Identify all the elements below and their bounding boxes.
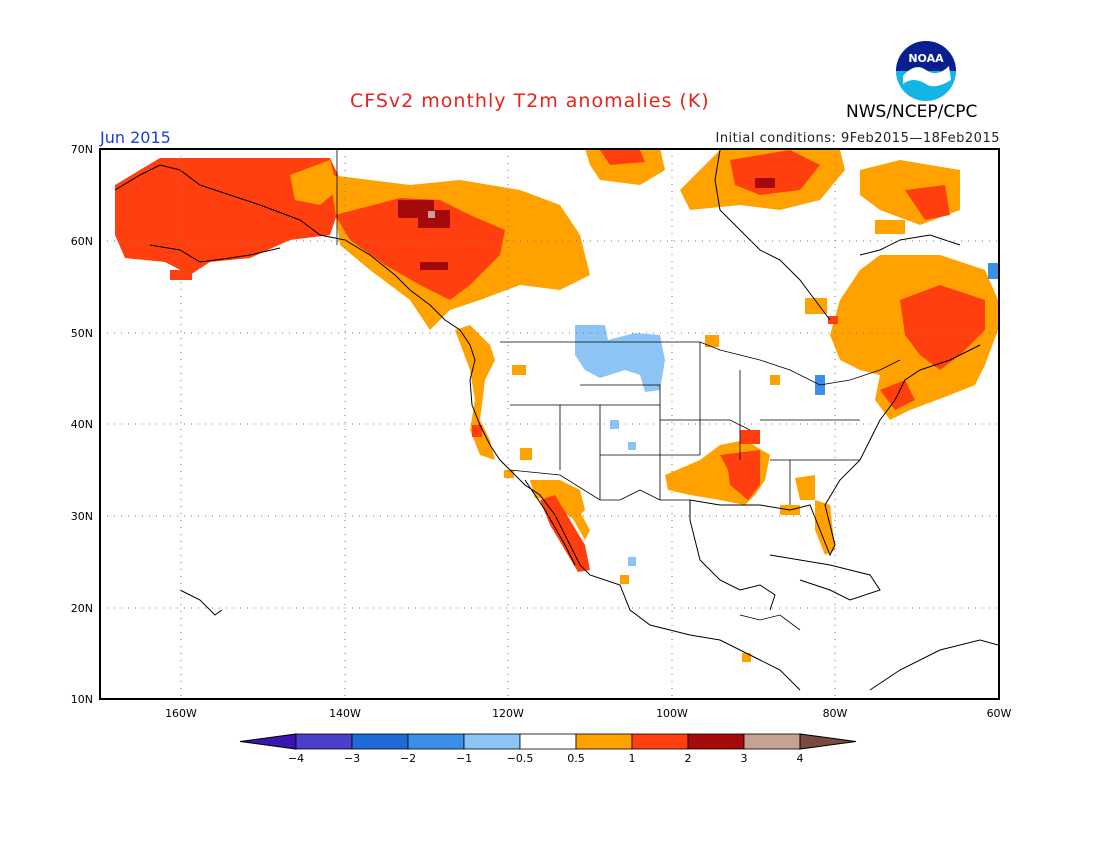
lat-label: 30N xyxy=(71,510,93,523)
lat-label: 20N xyxy=(71,602,93,615)
agency-label: NWS/NCEP/CPC xyxy=(846,102,978,122)
lon-label: 100W xyxy=(656,707,688,720)
color-legend: −4 −3 −2 −1 −0.5 0.5 1 2 3 4 xyxy=(239,733,857,765)
anomaly-alaska xyxy=(115,158,345,280)
legend-label: −3 xyxy=(344,752,360,765)
legend-swatch xyxy=(743,733,801,750)
anomaly-quebec xyxy=(805,255,999,420)
coastlines xyxy=(114,149,999,691)
lat-label: 40N xyxy=(71,418,93,431)
anomaly-western-canada xyxy=(330,175,590,330)
legend-label: −1 xyxy=(456,752,472,765)
anomaly-south-central xyxy=(665,335,835,662)
legend-label: 0.5 xyxy=(567,752,585,765)
legend-swatch xyxy=(687,733,745,750)
lat-label: 10N xyxy=(71,693,93,706)
legend-swatch xyxy=(575,733,633,750)
legend-swatch xyxy=(463,733,521,750)
lat-label: 50N xyxy=(71,327,93,340)
noaa-logo: NOAA xyxy=(896,41,956,101)
anomaly-baja xyxy=(530,480,629,584)
lon-label: 160W xyxy=(165,707,197,720)
graticule xyxy=(100,149,999,699)
legend-label: −4 xyxy=(288,752,304,765)
legend-swatch xyxy=(351,733,409,750)
legend-swatch xyxy=(407,733,465,750)
legend-label: −0.5 xyxy=(507,752,534,765)
map-frame xyxy=(99,148,1000,700)
forecast-month: Jun 2015 xyxy=(100,128,171,147)
lat-label: 70N xyxy=(71,143,93,156)
legend-arrow-high xyxy=(799,733,857,750)
lon-label: 80W xyxy=(823,707,848,720)
legend-label: 3 xyxy=(741,752,748,765)
legend-swatch xyxy=(631,733,689,750)
map-title: CFSv2 monthly T2m anomalies (K) xyxy=(350,90,710,112)
legend-arrow-low xyxy=(239,733,297,750)
legend-label: −2 xyxy=(400,752,416,765)
legend-swatch xyxy=(519,733,577,750)
anomaly-arctic xyxy=(585,149,960,234)
legend-label: 1 xyxy=(629,752,636,765)
lat-labels: 70N 60N 50N 40N 30N 20N 10N xyxy=(71,143,93,706)
lon-labels: 160W 140W 120W 100W 80W 60W xyxy=(165,707,1011,720)
lon-label: 60W xyxy=(987,707,1012,720)
legend-label: 2 xyxy=(685,752,692,765)
legend-swatch xyxy=(295,733,353,750)
anomaly-us-west-coast xyxy=(455,325,532,478)
legend-label: 4 xyxy=(797,752,804,765)
borders xyxy=(336,150,901,631)
lon-label: 120W xyxy=(492,707,524,720)
lat-label: 60N xyxy=(71,235,93,248)
logo-text: NOAA xyxy=(908,52,944,65)
lon-label: 140W xyxy=(329,707,361,720)
initial-conditions: Initial conditions: 9Feb2015—18Feb2015 xyxy=(715,131,1000,146)
